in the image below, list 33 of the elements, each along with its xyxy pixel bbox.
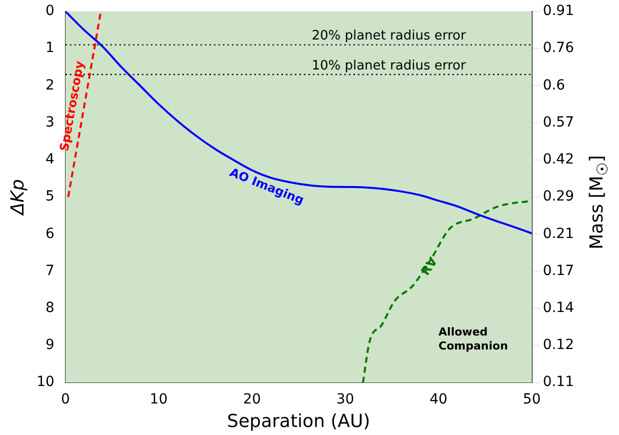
y-tick-label: 7 [45, 262, 54, 279]
category-label: 0.42 [542, 152, 574, 168]
x-tick-label: 40 [430, 392, 448, 408]
category-label: 0.29 [542, 188, 574, 205]
x-tick-label: 0 [60, 392, 70, 408]
category-label: 0.17 [542, 262, 574, 279]
x-tick-label: 50 [522, 392, 541, 408]
y-tick-label: 6 [45, 226, 54, 242]
category-label: 0.91 [542, 3, 574, 20]
category-label: 0.12 [542, 337, 574, 354]
category-label: 0.21 [542, 226, 574, 242]
ref-line-label: 10% planet radius error [312, 58, 466, 74]
category-label: 0.57 [542, 114, 574, 130]
y-tick-label: 1 [45, 40, 54, 56]
category-label: 0.11 [542, 374, 574, 390]
annotation: Allowed Companion [438, 325, 508, 352]
x-tick-label: 30 [336, 392, 354, 408]
y-tick-label: 9 [45, 337, 54, 354]
y-tick-label: 10 [36, 374, 54, 390]
y-tick-label: 2 [45, 77, 54, 94]
category-label: 0.6 [542, 77, 566, 94]
x-tick-label: 20 [243, 392, 261, 408]
ref-line-label: 20% planet radius error [312, 28, 466, 44]
x-tick-label: 10 [150, 392, 168, 408]
y-tick-label: 0 [45, 3, 54, 20]
y-tick-label: 4 [45, 152, 54, 168]
y-tick-label: 3 [45, 114, 54, 130]
category-label: 0.76 [542, 40, 574, 56]
y-tick-label: 8 [45, 300, 54, 316]
y-tick-label: 5 [45, 188, 54, 205]
y-axis-title: ΔKp [7, 179, 28, 217]
category-label: 0.14 [542, 300, 574, 316]
x-axis-title: Separation (AU) [227, 410, 370, 432]
